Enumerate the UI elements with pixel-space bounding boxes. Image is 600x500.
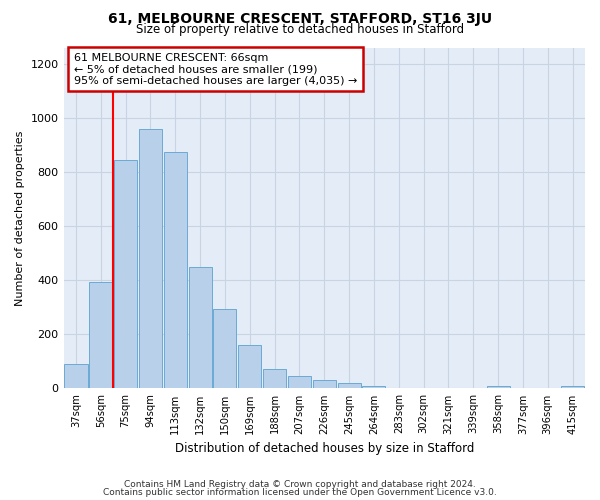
Bar — [362, 386, 385, 388]
Bar — [263, 370, 286, 388]
Text: Contains HM Land Registry data © Crown copyright and database right 2024.: Contains HM Land Registry data © Crown c… — [124, 480, 476, 489]
Text: Size of property relative to detached houses in Stafford: Size of property relative to detached ho… — [136, 24, 464, 36]
Y-axis label: Number of detached properties: Number of detached properties — [15, 130, 25, 306]
Text: 61 MELBOURNE CRESCENT: 66sqm
← 5% of detached houses are smaller (199)
95% of se: 61 MELBOURNE CRESCENT: 66sqm ← 5% of det… — [74, 52, 358, 86]
Bar — [338, 383, 361, 388]
Bar — [487, 386, 509, 388]
Bar — [64, 364, 88, 388]
Bar — [114, 160, 137, 388]
Bar — [288, 376, 311, 388]
Bar — [238, 345, 262, 389]
Text: Contains public sector information licensed under the Open Government Licence v3: Contains public sector information licen… — [103, 488, 497, 497]
Bar — [164, 152, 187, 388]
Bar — [188, 266, 212, 388]
Bar — [139, 128, 162, 388]
Text: 61, MELBOURNE CRESCENT, STAFFORD, ST16 3JU: 61, MELBOURNE CRESCENT, STAFFORD, ST16 3… — [108, 12, 492, 26]
Bar — [89, 282, 112, 389]
Bar — [313, 380, 336, 388]
Bar — [561, 386, 584, 388]
Bar — [214, 308, 236, 388]
X-axis label: Distribution of detached houses by size in Stafford: Distribution of detached houses by size … — [175, 442, 474, 455]
